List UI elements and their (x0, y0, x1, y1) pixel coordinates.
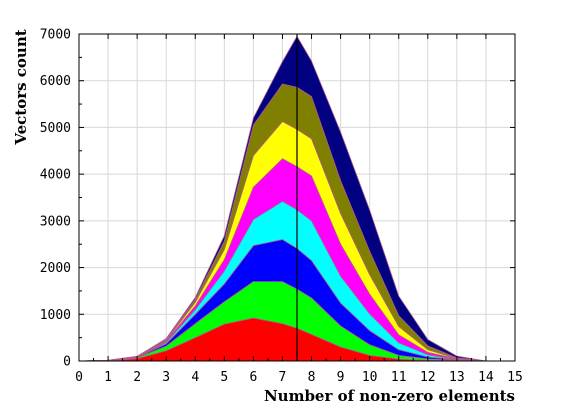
x-axis-ticks: 0 1 2 3 4 5 6 7 8 9 10 11 12 13 14 15 (75, 34, 523, 385)
y-tick-label: 5000 (40, 121, 71, 136)
x-axis-label: Number of non-zero elements (264, 387, 515, 405)
x-tick-label: 13 (449, 370, 465, 385)
x-tick-label: 14 (478, 370, 494, 385)
y-axis-ticks: 0 1000 2000 3000 4000 5000 6000 7000 (40, 28, 515, 370)
y-tick-label: 3000 (40, 214, 71, 229)
y-tick-label: 0 (63, 355, 71, 370)
y-tick-label: 4000 (40, 168, 71, 183)
x-tick-label: 1 (104, 370, 112, 385)
x-tick-label: 9 (337, 370, 345, 385)
x-tick-label: 15 (507, 370, 523, 385)
data-areas (78, 35, 487, 362)
y-tick-label: 2000 (40, 261, 71, 276)
y-axis-label: Vectors count (12, 29, 30, 145)
y-tick-label: 7000 (40, 28, 71, 43)
x-tick-label: 11 (391, 370, 407, 385)
y-tick-label: 1000 (40, 308, 71, 323)
y-tick-label: 6000 (40, 74, 71, 89)
x-tick-label: 10 (362, 370, 378, 385)
x-tick-label: 3 (162, 370, 170, 385)
x-tick-label: 0 (75, 370, 83, 385)
x-tick-label: 12 (420, 370, 436, 385)
x-tick-label: 2 (133, 370, 141, 385)
x-tick-label: 4 (191, 370, 199, 385)
x-tick-label: 7 (279, 370, 287, 385)
x-tick-label: 6 (249, 370, 257, 385)
x-tick-label: 8 (308, 370, 316, 385)
x-tick-label: 5 (220, 370, 228, 385)
